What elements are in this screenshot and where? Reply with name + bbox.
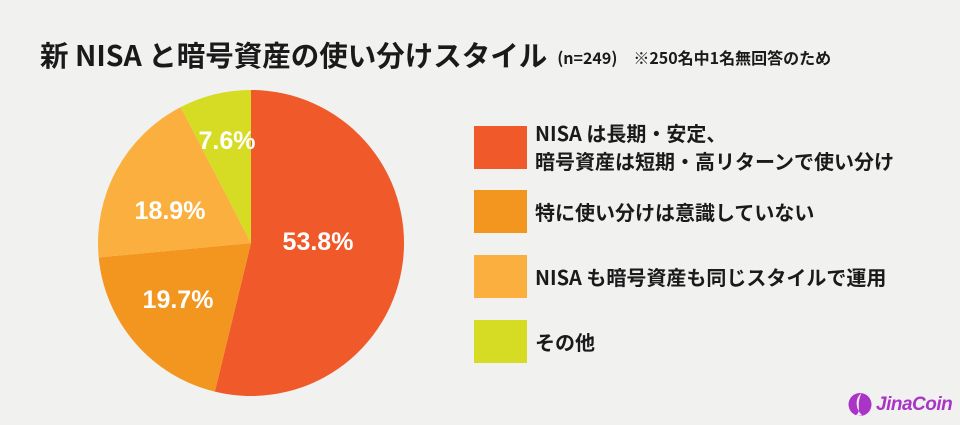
svg-text:18.9%: 18.9% [135,197,206,225]
svg-text:19.7%: 19.7% [143,286,214,314]
svg-text:53.8%: 53.8% [283,228,354,256]
svg-text:7.6%: 7.6% [199,127,256,155]
